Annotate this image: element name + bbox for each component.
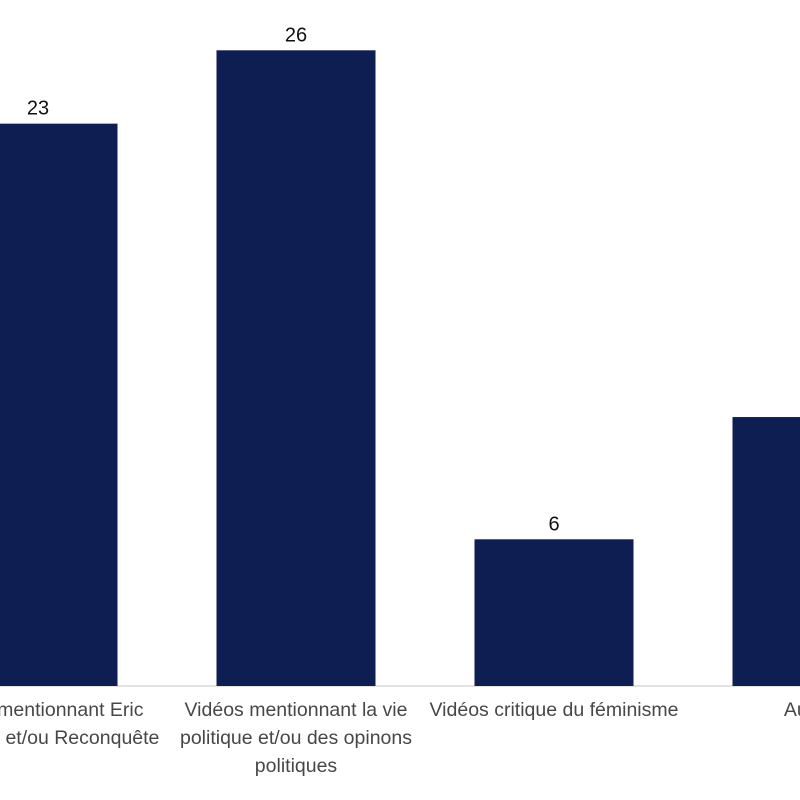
data-label: 23 bbox=[27, 98, 49, 120]
data-label: 26 bbox=[285, 24, 307, 46]
category-label: Vidéos mentionnant Eric Zemmour et/ou Re… bbox=[0, 699, 160, 749]
category-label: Vidéos critique du féminisme bbox=[429, 699, 679, 721]
bar bbox=[732, 417, 800, 686]
category-label: Autres bbox=[783, 699, 800, 721]
bar bbox=[216, 50, 376, 687]
bar bbox=[0, 123, 118, 686]
category-label: Vidéos mentionnant la vie politique et/o… bbox=[179, 699, 412, 777]
data-label: 6 bbox=[548, 513, 559, 535]
bar bbox=[474, 539, 634, 686]
